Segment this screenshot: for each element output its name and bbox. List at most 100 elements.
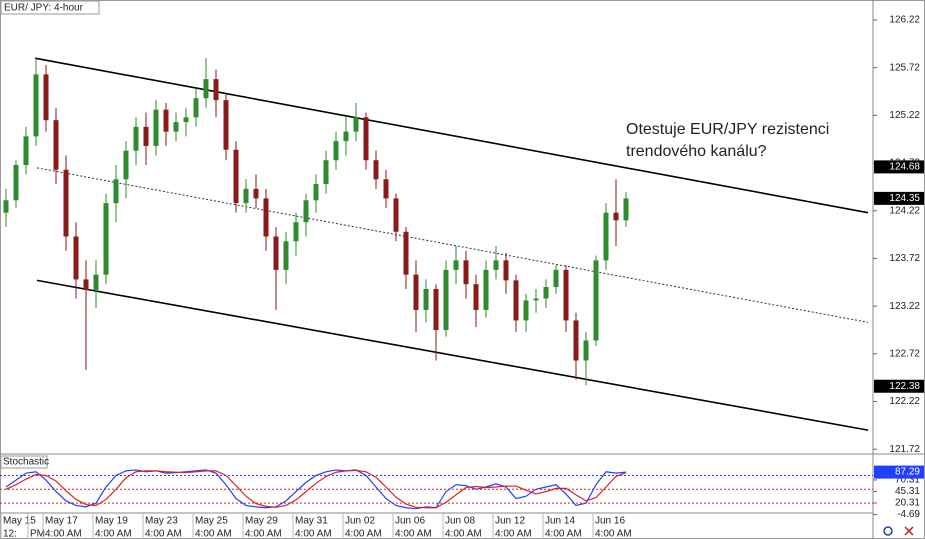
y-tick-label: 124.22 [889,205,920,216]
candle-body [493,260,499,270]
candle-body [513,280,519,321]
candle-body [3,200,9,213]
candle-body [323,160,329,185]
candle-body [23,136,29,165]
channel-line [36,279,869,431]
candle-body [123,150,129,180]
x-date-label: May 25 [195,516,228,527]
candle-body [523,300,529,321]
candle-body [313,184,319,201]
candle-body [133,126,139,151]
candle-body [193,98,199,118]
candle-body [453,260,459,270]
candle-body [393,198,399,232]
candle-body [593,260,599,341]
x-time-label: 4:00 AM [395,529,432,539]
x-time-label: 4:00 AM [345,529,382,539]
y-tick-label: 45.31 [895,486,920,497]
candle-body [423,288,429,310]
candle-body [93,274,99,290]
candle-body [403,231,409,275]
candle-body [463,260,469,285]
price-marker-label: 124.68 [889,162,920,173]
candle-body [143,126,149,146]
candle-body [33,74,39,137]
x-time-label: 4:00 AM [445,529,482,539]
x-time-label: 4:00 AM [595,529,632,539]
x-date-label: May 15 [3,516,36,527]
candle-body [43,74,49,121]
candle-body [153,109,159,146]
stochastic-line [5,469,627,509]
y-tick-label: 122.72 [889,348,920,359]
candle-body [283,241,289,270]
candle-body [363,117,369,161]
candle-body [73,236,79,280]
candle-body [13,164,19,201]
x-date-label: Jun 02 [345,516,375,527]
y-tick-label: 125.72 [889,62,920,73]
price-marker [874,379,924,393]
close-icon[interactable] [904,526,914,536]
candle-body [163,109,169,132]
candle-body [473,284,479,310]
candle-body [573,320,579,361]
link-icon[interactable] [883,526,893,536]
x-time-label: 4:00 AM [195,529,232,539]
candle-body [613,212,619,221]
x-time-label: 4:00 AM [495,529,532,539]
y-tick-label: -4.69 [897,509,920,520]
candle-body [213,79,219,101]
x-date-label: May 31 [295,516,328,527]
x-time-label: 4:00 AM [95,529,132,539]
price-marker [874,160,924,174]
price-marker-label: 122.38 [889,381,920,392]
x-date-label: May 17 [45,516,78,527]
candle-body [223,100,229,150]
x-date-label: Jun 12 [495,516,525,527]
candle-body [553,269,559,288]
channel-line [34,57,869,214]
x-date-label: Jun 16 [595,516,625,527]
y-tick-label: 70.31 [895,475,920,486]
y-tick-label: 20.31 [895,498,920,509]
y-tick-label: 123.72 [889,253,920,264]
candle-body [483,269,489,310]
channel-midline [36,167,869,323]
candle-body [343,131,349,142]
x-date-label: May 19 [95,516,128,527]
candle-body [293,222,299,242]
candle-body [533,298,539,301]
x-time-label: 4:00 AM [45,529,82,539]
candle-body [103,203,109,275]
stochastic-line [5,469,627,510]
candle-body [443,269,449,330]
candle-body [63,169,69,237]
candle-body [373,160,379,180]
x-time-label: 4:00 AM [245,529,282,539]
annotation: trendového kanálu? [626,143,767,160]
candle-body [543,287,549,299]
candle-body [623,198,629,221]
candle-body [303,200,309,223]
candle-body [203,79,209,99]
candle-body [53,120,59,170]
y-tick-label: 122.22 [889,396,920,407]
x-date-label: May 23 [145,516,178,527]
candle-body [583,340,589,361]
value-marker [874,465,924,479]
annotation: Otestuje EUR/JPY rezistenci [626,121,829,138]
x-time-label: 4:00 AM [145,529,182,539]
indicator-title: Stochastic [3,457,49,468]
y-tick-label: 123.22 [889,301,920,312]
toolbar-icons[interactable] [883,526,914,536]
value-marker-label: 87.29 [895,467,920,478]
x-time-label: 4:00 AM [545,529,582,539]
x-date-label: May 29 [245,516,278,527]
candle-body [563,269,569,321]
x-time-label: 4:00 AM [295,529,332,539]
x-time-label: PM [30,529,45,539]
candle-body [383,179,389,199]
candle-body [253,188,259,199]
